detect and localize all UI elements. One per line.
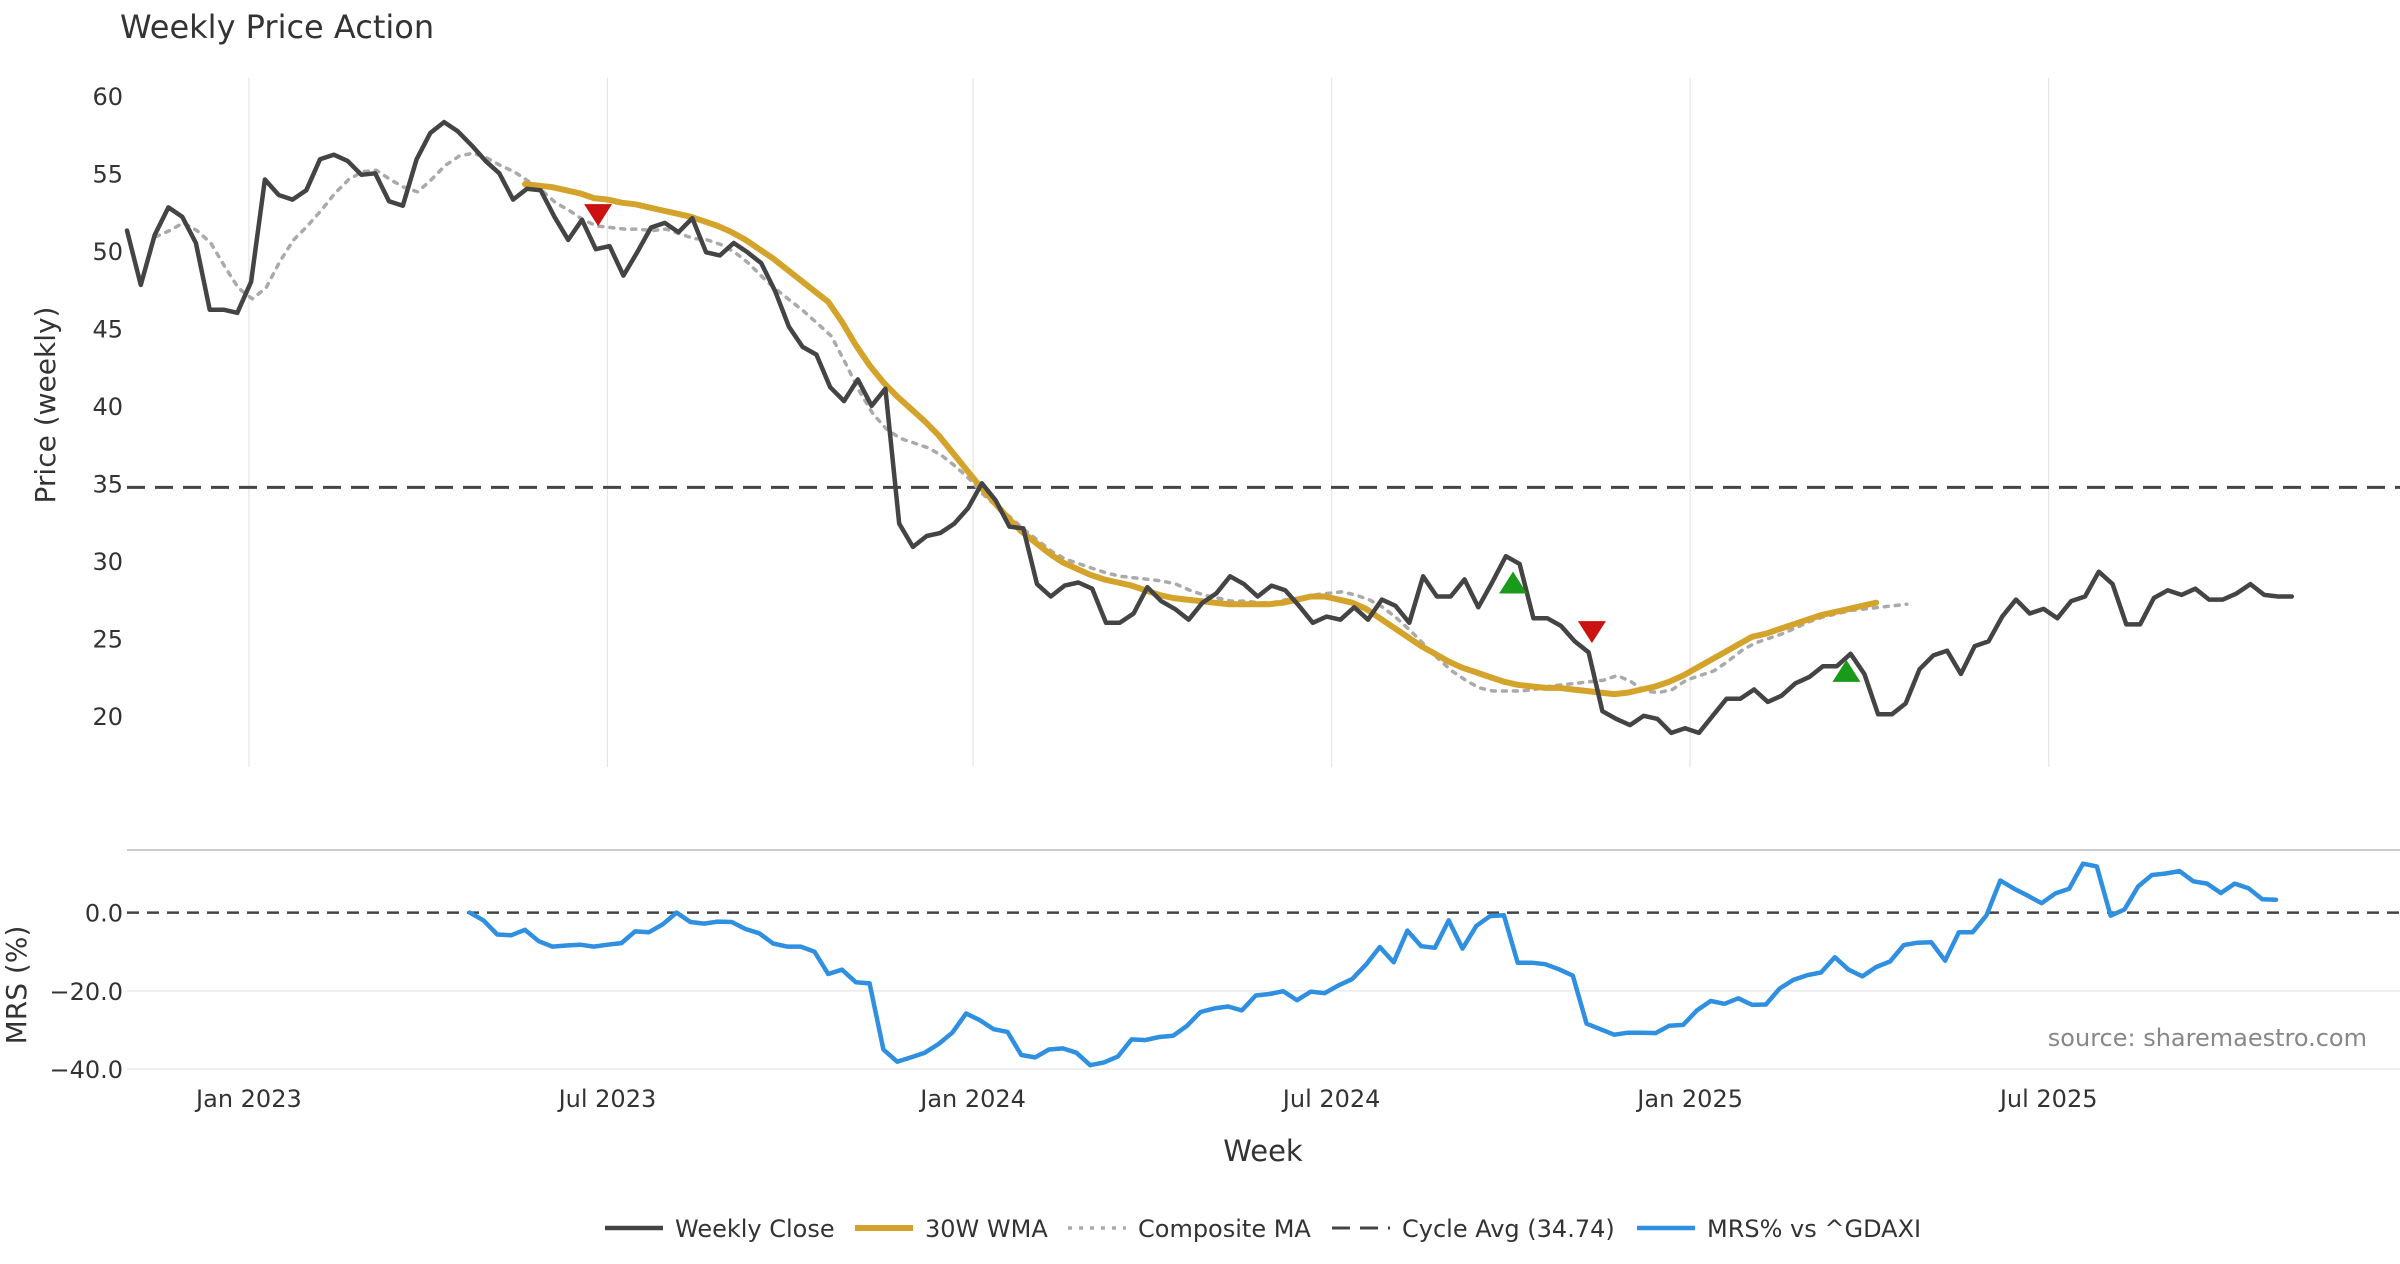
x-tick-label-4: Jan 2025 <box>1635 1085 1743 1113</box>
x-axis-label: Week <box>1223 1134 1303 1168</box>
legend: Weekly Close 30W WMA Composite MA Cycle Avg… <box>605 1215 1921 1243</box>
price-y-tick-label-6: 50 <box>92 238 123 266</box>
composite-ma-line <box>153 151 1909 695</box>
price-y-tick-label-4: 40 <box>92 393 123 421</box>
price-y-tick-label-1: 25 <box>92 625 123 653</box>
price-y-tick-label-8: 60 <box>92 83 123 111</box>
mrs-y-tick-label-0: 0.0 <box>85 900 123 928</box>
price-axis-label: Price (weekly) <box>29 307 62 504</box>
mrs-line <box>467 861 2279 1068</box>
x-tick-label-3: Jul 2024 <box>1281 1085 1381 1113</box>
plot-layer: Jan 2023 Jul 2023 Jan 2024 Jul 2024 Jan 2025… <box>49 78 2400 1113</box>
legend-label-2: Composite MA <box>1138 1215 1311 1243</box>
wma-30w-line <box>522 181 1880 698</box>
legend-label-0: Weekly Close <box>675 1215 835 1243</box>
price-y-tick-label-3: 35 <box>92 470 123 498</box>
mrs-y-tick-label-1: −20.0 <box>49 978 123 1006</box>
x-tick-label-1: Jul 2023 <box>557 1085 657 1113</box>
x-tick-label-2: Jan 2024 <box>918 1085 1026 1113</box>
legend-label-1: 30W WMA <box>925 1215 1048 1243</box>
price-y-tick-label-0: 20 <box>92 703 123 731</box>
buy-signal-marker-0 <box>1499 571 1528 594</box>
mrs-y-tick-label-2: −40.0 <box>49 1056 123 1084</box>
buy-signal-marker-1 <box>1832 659 1861 682</box>
source-note: source: sharemaestro.com <box>2048 1024 2367 1052</box>
chart-title: Weekly Price Action <box>120 8 434 46</box>
sell-signal-marker-0 <box>584 204 613 227</box>
mrs-axis-label: MRS (%) <box>0 926 33 1045</box>
price-y-tick-label-7: 55 <box>92 160 123 188</box>
sell-signal-marker-1 <box>1577 621 1606 644</box>
legend-label-4: MRS% vs ^GDAXI <box>1707 1215 1921 1243</box>
price-y-tick-label-2: 30 <box>92 548 123 576</box>
price-y-tick-label-5: 45 <box>92 315 123 343</box>
legend-label-3: Cycle Avg (34.74) <box>1402 1215 1615 1243</box>
x-tick-label-0: Jan 2023 <box>194 1085 302 1113</box>
x-tick-label-5: Jul 2025 <box>1998 1085 2098 1113</box>
weekly-close-line <box>124 119 2295 736</box>
